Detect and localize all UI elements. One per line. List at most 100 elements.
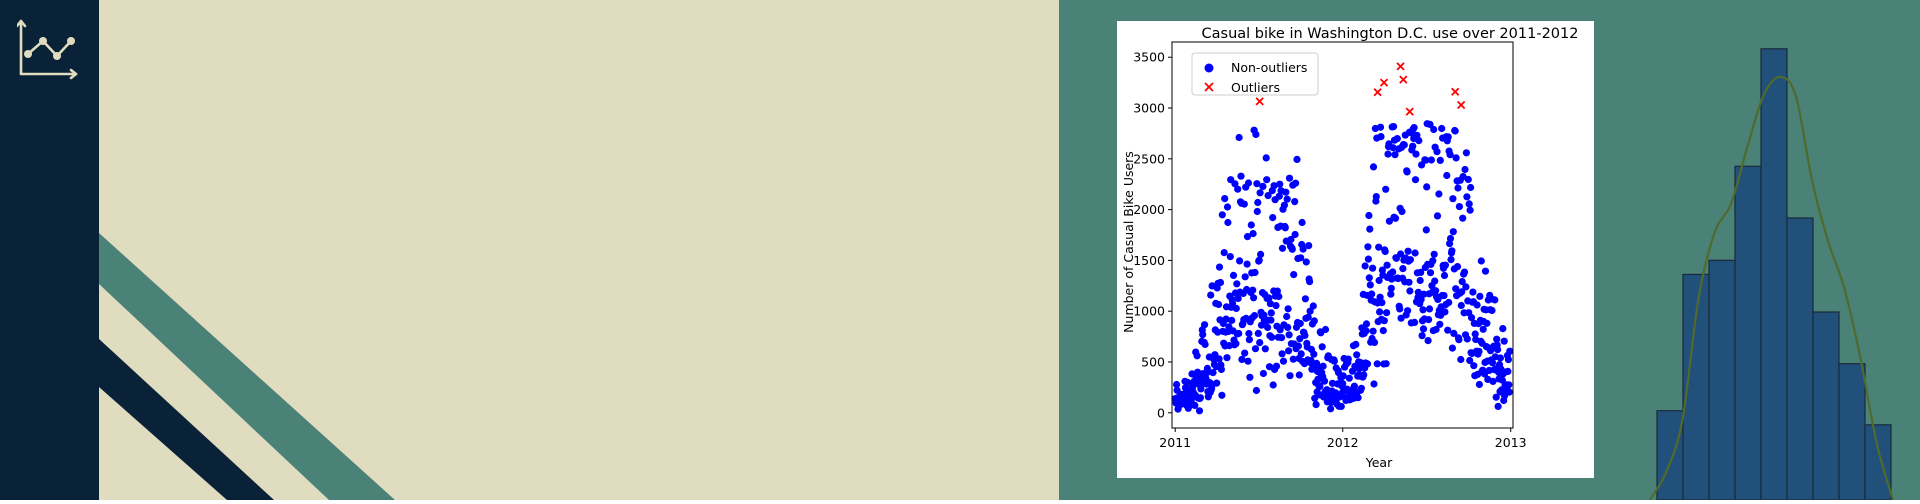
data-point-non-outlier	[1451, 127, 1459, 135]
data-point-non-outlier	[1391, 151, 1399, 159]
data-point-non-outlier	[1411, 249, 1419, 257]
data-point-non-outlier	[1244, 357, 1252, 365]
data-point-non-outlier	[1285, 331, 1293, 339]
navy-stripe	[99, 339, 274, 500]
data-point-non-outlier	[1285, 347, 1293, 355]
data-point-non-outlier	[1278, 334, 1286, 342]
data-point-non-outlier	[1297, 254, 1305, 262]
data-point-non-outlier	[1465, 200, 1473, 208]
data-point-non-outlier	[1470, 362, 1478, 370]
data-point-non-outlier	[1263, 176, 1271, 184]
data-point-non-outlier	[1357, 384, 1365, 392]
data-point-non-outlier	[1246, 373, 1254, 381]
histogram-bar	[1812, 311, 1840, 501]
data-point-non-outlier	[1320, 377, 1329, 385]
data-point-non-outlier	[1231, 180, 1239, 188]
data-point-non-outlier	[1250, 294, 1258, 302]
data-point-non-outlier	[1221, 195, 1229, 203]
data-point-non-outlier	[1452, 285, 1460, 293]
data-point-non-outlier	[1362, 320, 1371, 328]
histogram-bar	[1656, 410, 1684, 501]
data-point-non-outlier	[1291, 230, 1299, 239]
data-point-outlier	[1396, 62, 1405, 71]
data-point-non-outlier	[1432, 325, 1440, 334]
data-point-non-outlier	[1269, 381, 1277, 389]
data-point-non-outlier	[1284, 305, 1292, 313]
data-point-non-outlier	[1466, 356, 1474, 365]
x-axis-label: Year	[1365, 455, 1393, 470]
data-point-outlier	[1255, 97, 1264, 106]
data-point-non-outlier	[1426, 120, 1434, 128]
data-point-non-outlier	[1279, 357, 1288, 365]
y-tick-label: 3000	[1133, 101, 1165, 116]
data-point-non-outlier	[1366, 281, 1374, 289]
data-point-non-outlier	[1441, 308, 1449, 316]
data-point-non-outlier	[1267, 309, 1275, 317]
data-point-non-outlier	[1310, 350, 1318, 358]
data-point-non-outlier	[1304, 313, 1312, 321]
data-point-non-outlier	[1236, 257, 1244, 265]
data-point-non-outlier	[1453, 263, 1462, 271]
data-point-non-outlier	[1216, 278, 1225, 287]
x-tick-label: 2011	[1159, 435, 1191, 450]
data-point-non-outlier	[1238, 355, 1246, 363]
data-point-non-outlier	[1203, 364, 1211, 372]
data-point-non-outlier	[1241, 349, 1249, 357]
y-tick-label: 500	[1141, 354, 1165, 369]
x-tick-label: 2012	[1327, 435, 1359, 450]
data-point-non-outlier	[1217, 365, 1225, 373]
data-point-outlier	[1373, 88, 1382, 97]
data-point-non-outlier	[1488, 359, 1497, 367]
data-point-non-outlier	[1504, 356, 1512, 364]
data-point-non-outlier	[1419, 325, 1428, 333]
data-point-non-outlier	[1448, 247, 1456, 255]
data-point-non-outlier	[1387, 284, 1395, 292]
data-point-non-outlier	[1460, 268, 1469, 276]
histogram-bar	[1864, 424, 1892, 501]
data-point-non-outlier	[1275, 192, 1283, 200]
data-point-non-outlier	[1290, 271, 1298, 279]
data-point-non-outlier	[1467, 183, 1475, 192]
data-point-non-outlier	[1494, 402, 1502, 410]
data-point-non-outlier	[1244, 179, 1253, 187]
data-point-non-outlier	[1397, 314, 1405, 322]
data-point-non-outlier	[1475, 380, 1483, 389]
data-point-non-outlier	[1256, 189, 1264, 197]
data-point-non-outlier	[1389, 268, 1397, 276]
data-point-non-outlier	[1500, 337, 1508, 345]
data-point-non-outlier	[1316, 382, 1324, 390]
y-tick-label: 1500	[1133, 253, 1165, 268]
data-point-non-outlier	[1481, 267, 1490, 275]
data-point-non-outlier	[1240, 200, 1248, 208]
data-point-non-outlier	[1382, 360, 1390, 368]
data-point-non-outlier	[1299, 245, 1307, 253]
data-point-non-outlier	[1241, 273, 1249, 281]
data-point-non-outlier	[1417, 268, 1425, 276]
data-point-non-outlier	[1254, 198, 1262, 207]
data-point-non-outlier	[1492, 393, 1500, 401]
data-point-non-outlier	[1479, 325, 1487, 333]
data-point-non-outlier	[1223, 203, 1232, 211]
data-point-non-outlier	[1406, 256, 1414, 264]
data-point-non-outlier	[1391, 214, 1400, 222]
data-point-non-outlier	[1364, 243, 1372, 251]
data-point-non-outlier	[1491, 296, 1499, 304]
data-point-non-outlier	[1283, 195, 1291, 203]
data-point-non-outlier	[1275, 292, 1283, 301]
data-point-non-outlier	[1384, 150, 1392, 158]
data-point-non-outlier	[1321, 325, 1330, 334]
data-point-non-outlier	[1286, 372, 1294, 380]
data-point-non-outlier	[1305, 242, 1313, 250]
data-point-non-outlier	[1339, 372, 1347, 380]
data-point-non-outlier	[1370, 338, 1379, 346]
data-point-non-outlier	[1463, 193, 1471, 201]
data-point-non-outlier	[1226, 253, 1234, 261]
data-point-non-outlier	[1365, 211, 1373, 220]
data-point-non-outlier	[1462, 149, 1470, 157]
data-point-non-outlier	[1422, 156, 1430, 164]
data-point-non-outlier	[1294, 342, 1302, 350]
data-point-non-outlier	[1261, 345, 1269, 353]
data-point-non-outlier	[1354, 394, 1362, 402]
data-point-non-outlier	[1429, 257, 1437, 265]
data-point-non-outlier	[1301, 295, 1309, 303]
